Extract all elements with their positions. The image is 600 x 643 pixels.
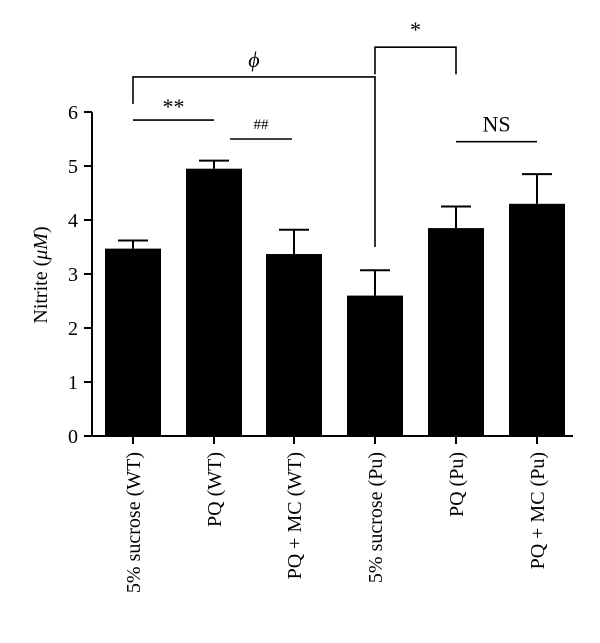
x-tick-label-5: PQ + MC (Pu) [527, 452, 549, 569]
x-tick-label-3: 5% sucrose (Pu) [365, 452, 387, 583]
y-axis-title-unit: μM [30, 232, 52, 261]
x-tick-label-4: PQ (Pu) [446, 452, 468, 517]
annotation-text-2: NS [482, 112, 510, 137]
y-tick-label-1: 1 [68, 372, 78, 394]
annotation-text-3: ϕ [248, 47, 259, 72]
annotation-bracket-4 [374, 46, 457, 75]
bar-2 [266, 254, 322, 436]
y-tick-label-5: 5 [68, 156, 78, 178]
annotation-text-0: ** [163, 94, 185, 119]
bar-1 [186, 168, 242, 436]
annotation-bracket-3 [132, 76, 376, 247]
y-tick-label-4: 4 [68, 210, 78, 232]
bar-4 [428, 228, 484, 436]
significance-annotations: ** ## NS ϕ * [132, 17, 537, 247]
bars [105, 159, 565, 436]
y-axis-title-suffix: ) [30, 226, 52, 233]
annotation-text-1: ## [254, 117, 270, 133]
annotation-text-4: * [410, 17, 421, 42]
y-axis-title-prefix: Nitrite ( [30, 259, 52, 323]
y-tick-label-0: 0 [68, 426, 78, 448]
bar-3 [347, 295, 403, 436]
y-tick-label-3: 3 [68, 264, 78, 286]
x-tick-label-1: PQ (WT) [204, 452, 226, 527]
bar-0 [105, 248, 161, 436]
x-tick-label-0: 5% sucrose (WT) [123, 452, 145, 593]
axes: 0 1 2 3 4 5 6 5% sucrose (WT) PQ (WT) PQ + MC (WT… [68, 102, 573, 593]
bar-5 [509, 203, 565, 436]
y-axis-title: Nitrite (μM) [30, 226, 52, 323]
y-tick-label-2: 2 [68, 318, 78, 340]
x-tick-label-2: PQ + MC (WT) [284, 452, 306, 579]
y-tick-label-6: 6 [68, 102, 78, 124]
